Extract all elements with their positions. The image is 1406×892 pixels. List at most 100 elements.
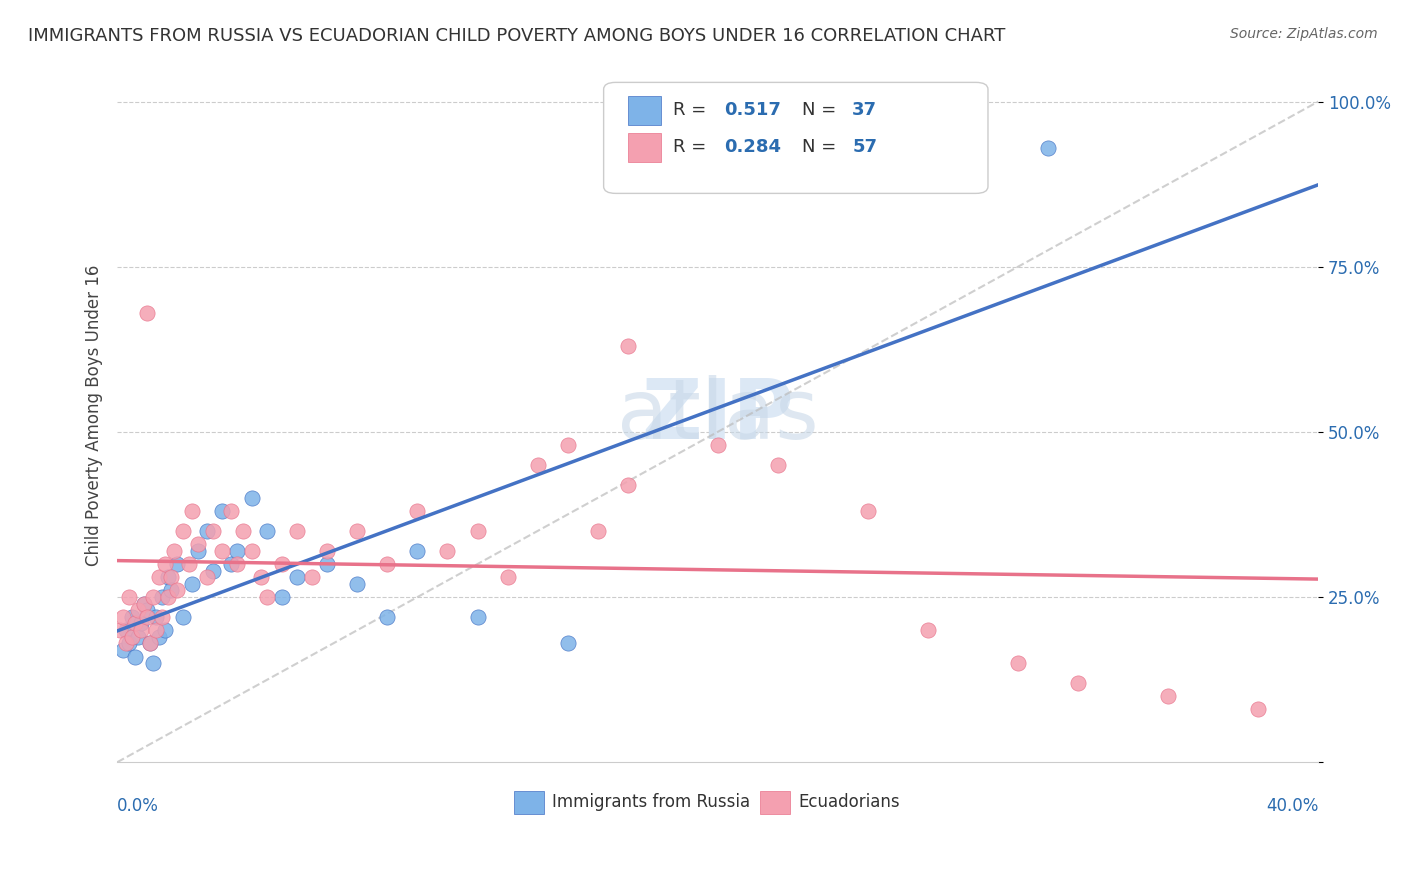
Point [148,630,170,644]
FancyBboxPatch shape [603,82,988,194]
Text: 0.0%: 0.0% [117,797,159,815]
Point [124,616,146,631]
Point [616,477,638,491]
Point [127,630,149,644]
Point [1036,141,1059,155]
Point [118,636,141,650]
Point [557,636,579,650]
Point [436,543,458,558]
Text: N =: N = [801,138,842,156]
Point [142,590,165,604]
Point [240,543,263,558]
Point [124,649,146,664]
Point [406,504,429,518]
Text: 40.0%: 40.0% [1265,797,1319,815]
Point [1067,676,1090,690]
Point [221,557,243,571]
Point [316,557,339,571]
Text: Source: ZipAtlas.com: Source: ZipAtlas.com [1230,27,1378,41]
Point [157,570,180,584]
Point [121,610,143,624]
Point [139,636,162,650]
Point [115,623,138,637]
Point [112,643,135,657]
Point [232,524,254,538]
Point [221,504,243,518]
Bar [759,791,790,814]
Point [202,564,225,578]
Point [129,623,152,637]
Point [129,616,152,631]
Y-axis label: Child Poverty Among Boys Under 16: Child Poverty Among Boys Under 16 [86,265,103,566]
Point [406,543,429,558]
Point [202,524,225,538]
Text: Ecuadorians: Ecuadorians [799,794,900,812]
Point [181,504,204,518]
Bar [513,791,544,814]
Point [121,630,143,644]
Text: Immigrants from Russia: Immigrants from Russia [553,794,751,812]
Point [136,610,159,624]
Point [155,557,177,571]
Point [139,636,162,650]
Point [145,610,167,624]
Point [157,590,180,604]
Point [346,524,368,538]
Point [211,543,233,558]
Point [250,570,273,584]
Point [136,603,159,617]
Text: 57: 57 [852,138,877,156]
Text: ZIP: ZIP [641,375,794,456]
Point [127,603,149,617]
Point [271,590,294,604]
Point [1247,702,1270,716]
Text: N =: N = [801,101,842,120]
Point [377,557,399,571]
Text: 0.517: 0.517 [724,101,780,120]
Point [160,583,183,598]
Text: R =: R = [673,101,713,120]
Point [346,577,368,591]
Point [187,537,209,551]
Text: R =: R = [673,138,713,156]
Point [145,623,167,637]
Point [256,524,278,538]
Point [226,543,249,558]
Text: 0.284: 0.284 [724,138,780,156]
Point [150,610,173,624]
Point [467,524,489,538]
Point [187,543,209,558]
Point [1157,689,1180,703]
Point [179,557,201,571]
Point [134,597,156,611]
Point [195,524,218,538]
Point [377,610,399,624]
Point [766,458,789,472]
Point [150,590,173,604]
Point [496,570,519,584]
Point [211,504,233,518]
Point [856,504,879,518]
Point [148,570,170,584]
Point [166,583,188,598]
Text: atlas: atlas [617,375,818,456]
Text: 37: 37 [852,101,877,120]
Point [316,543,339,558]
Point [301,570,323,584]
Point [160,570,183,584]
Point [285,524,308,538]
Point [195,570,218,584]
Point [155,623,177,637]
Point [108,623,131,637]
Point [616,339,638,353]
Point [240,491,263,505]
Point [142,656,165,670]
Bar [627,133,661,162]
Point [586,524,609,538]
Point [136,306,159,320]
Point [467,610,489,624]
Text: IMMIGRANTS FROM RUSSIA VS ECUADORIAN CHILD POVERTY AMONG BOYS UNDER 16 CORRELATI: IMMIGRANTS FROM RUSSIA VS ECUADORIAN CHI… [28,27,1005,45]
Bar [627,96,661,126]
Point [557,438,579,452]
Point [181,577,204,591]
